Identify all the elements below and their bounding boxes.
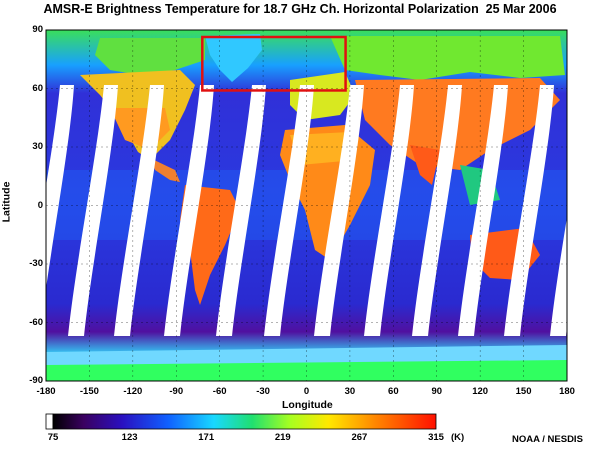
- colorbar-tick-label: 219: [274, 432, 291, 443]
- plot-frame: [45, 29, 568, 382]
- swath-gap: [164, 85, 214, 336]
- india: [410, 145, 440, 185]
- colorbar: [52, 413, 437, 430]
- swath-gap: [68, 85, 118, 336]
- colorbar-tick-label: 267: [351, 432, 368, 443]
- swath-gap: [550, 217, 567, 336]
- x-tick-label: 30: [344, 386, 356, 397]
- swath-gaps: [46, 85, 567, 336]
- y-tick-label: 90: [32, 24, 43, 35]
- x-tick-label: 120: [472, 386, 489, 397]
- y-axis-label: Latitude: [0, 181, 13, 223]
- y-tick-label: 60: [32, 82, 43, 94]
- y-tick-label: -60: [29, 316, 43, 328]
- swath-gap: [458, 85, 508, 336]
- x-tick-label: -120: [123, 386, 143, 397]
- arctic-canada: [95, 38, 205, 75]
- x-tick-label: -90: [169, 386, 184, 397]
- x-tick-label: -60: [212, 386, 227, 397]
- swath-gap: [114, 85, 164, 336]
- colorbar-tick-label: 123: [121, 432, 138, 443]
- x-tick-label: 0: [303, 386, 310, 397]
- swath-gap: [504, 85, 554, 336]
- x-tick-label: 90: [431, 386, 443, 397]
- x-tick-label: 150: [515, 386, 532, 397]
- colorbar-tick-label: 171: [198, 432, 215, 443]
- highlight-box: [201, 35, 347, 92]
- swath-gap: [364, 85, 414, 336]
- y-tick-label: 0: [37, 199, 43, 211]
- map-title: AMSR-E Brightness Temperature for 18.7 G…: [43, 2, 557, 16]
- x-tick-label: 180: [559, 386, 575, 397]
- central-america: [150, 158, 180, 182]
- x-tick-label: -150: [79, 386, 99, 397]
- y-tick-label: -90: [29, 375, 43, 386]
- swath-gap: [314, 85, 364, 336]
- x-tick-label: -30: [256, 386, 270, 397]
- swath-gap: [264, 85, 314, 336]
- y-tick-label: -30: [29, 258, 43, 269]
- colorbar-tick-label: 315: [428, 432, 444, 443]
- graticule: [46, 30, 567, 381]
- credit-label: NOAA / NESDIS: [512, 434, 583, 445]
- swath-gap: [216, 85, 266, 336]
- swath-gap: [412, 85, 462, 336]
- siberia: [330, 36, 565, 80]
- colorbar-unit-label: (K): [451, 432, 465, 443]
- colorbar-white-cap: [45, 413, 54, 430]
- y-tick-label: 30: [32, 141, 43, 152]
- swath-gap: [46, 85, 74, 289]
- colorbar-tick-label: 75: [47, 432, 59, 443]
- x-tick-label: 60: [388, 386, 399, 397]
- greenland: [205, 34, 262, 82]
- x-axis-label: Longitude: [282, 399, 333, 411]
- x-tick-label: -180: [36, 386, 56, 397]
